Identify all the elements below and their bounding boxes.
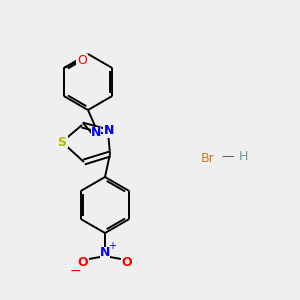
Text: O: O — [77, 53, 87, 67]
FancyBboxPatch shape — [56, 136, 68, 148]
Text: —: — — [222, 151, 234, 164]
Text: N: N — [91, 125, 101, 139]
Text: N: N — [104, 124, 114, 136]
Text: −: − — [69, 264, 81, 278]
Text: H: H — [238, 151, 248, 164]
Text: H: H — [104, 124, 114, 136]
FancyBboxPatch shape — [121, 257, 133, 269]
Text: O: O — [122, 256, 132, 269]
Text: S: S — [58, 136, 67, 148]
Text: Br: Br — [201, 152, 215, 164]
FancyBboxPatch shape — [100, 247, 110, 259]
FancyBboxPatch shape — [91, 127, 101, 137]
FancyBboxPatch shape — [77, 257, 89, 269]
Text: ·: · — [88, 50, 92, 64]
Text: O: O — [78, 256, 88, 269]
Text: N: N — [100, 247, 110, 260]
Text: +: + — [108, 241, 116, 251]
FancyBboxPatch shape — [76, 54, 88, 66]
FancyBboxPatch shape — [103, 127, 113, 137]
